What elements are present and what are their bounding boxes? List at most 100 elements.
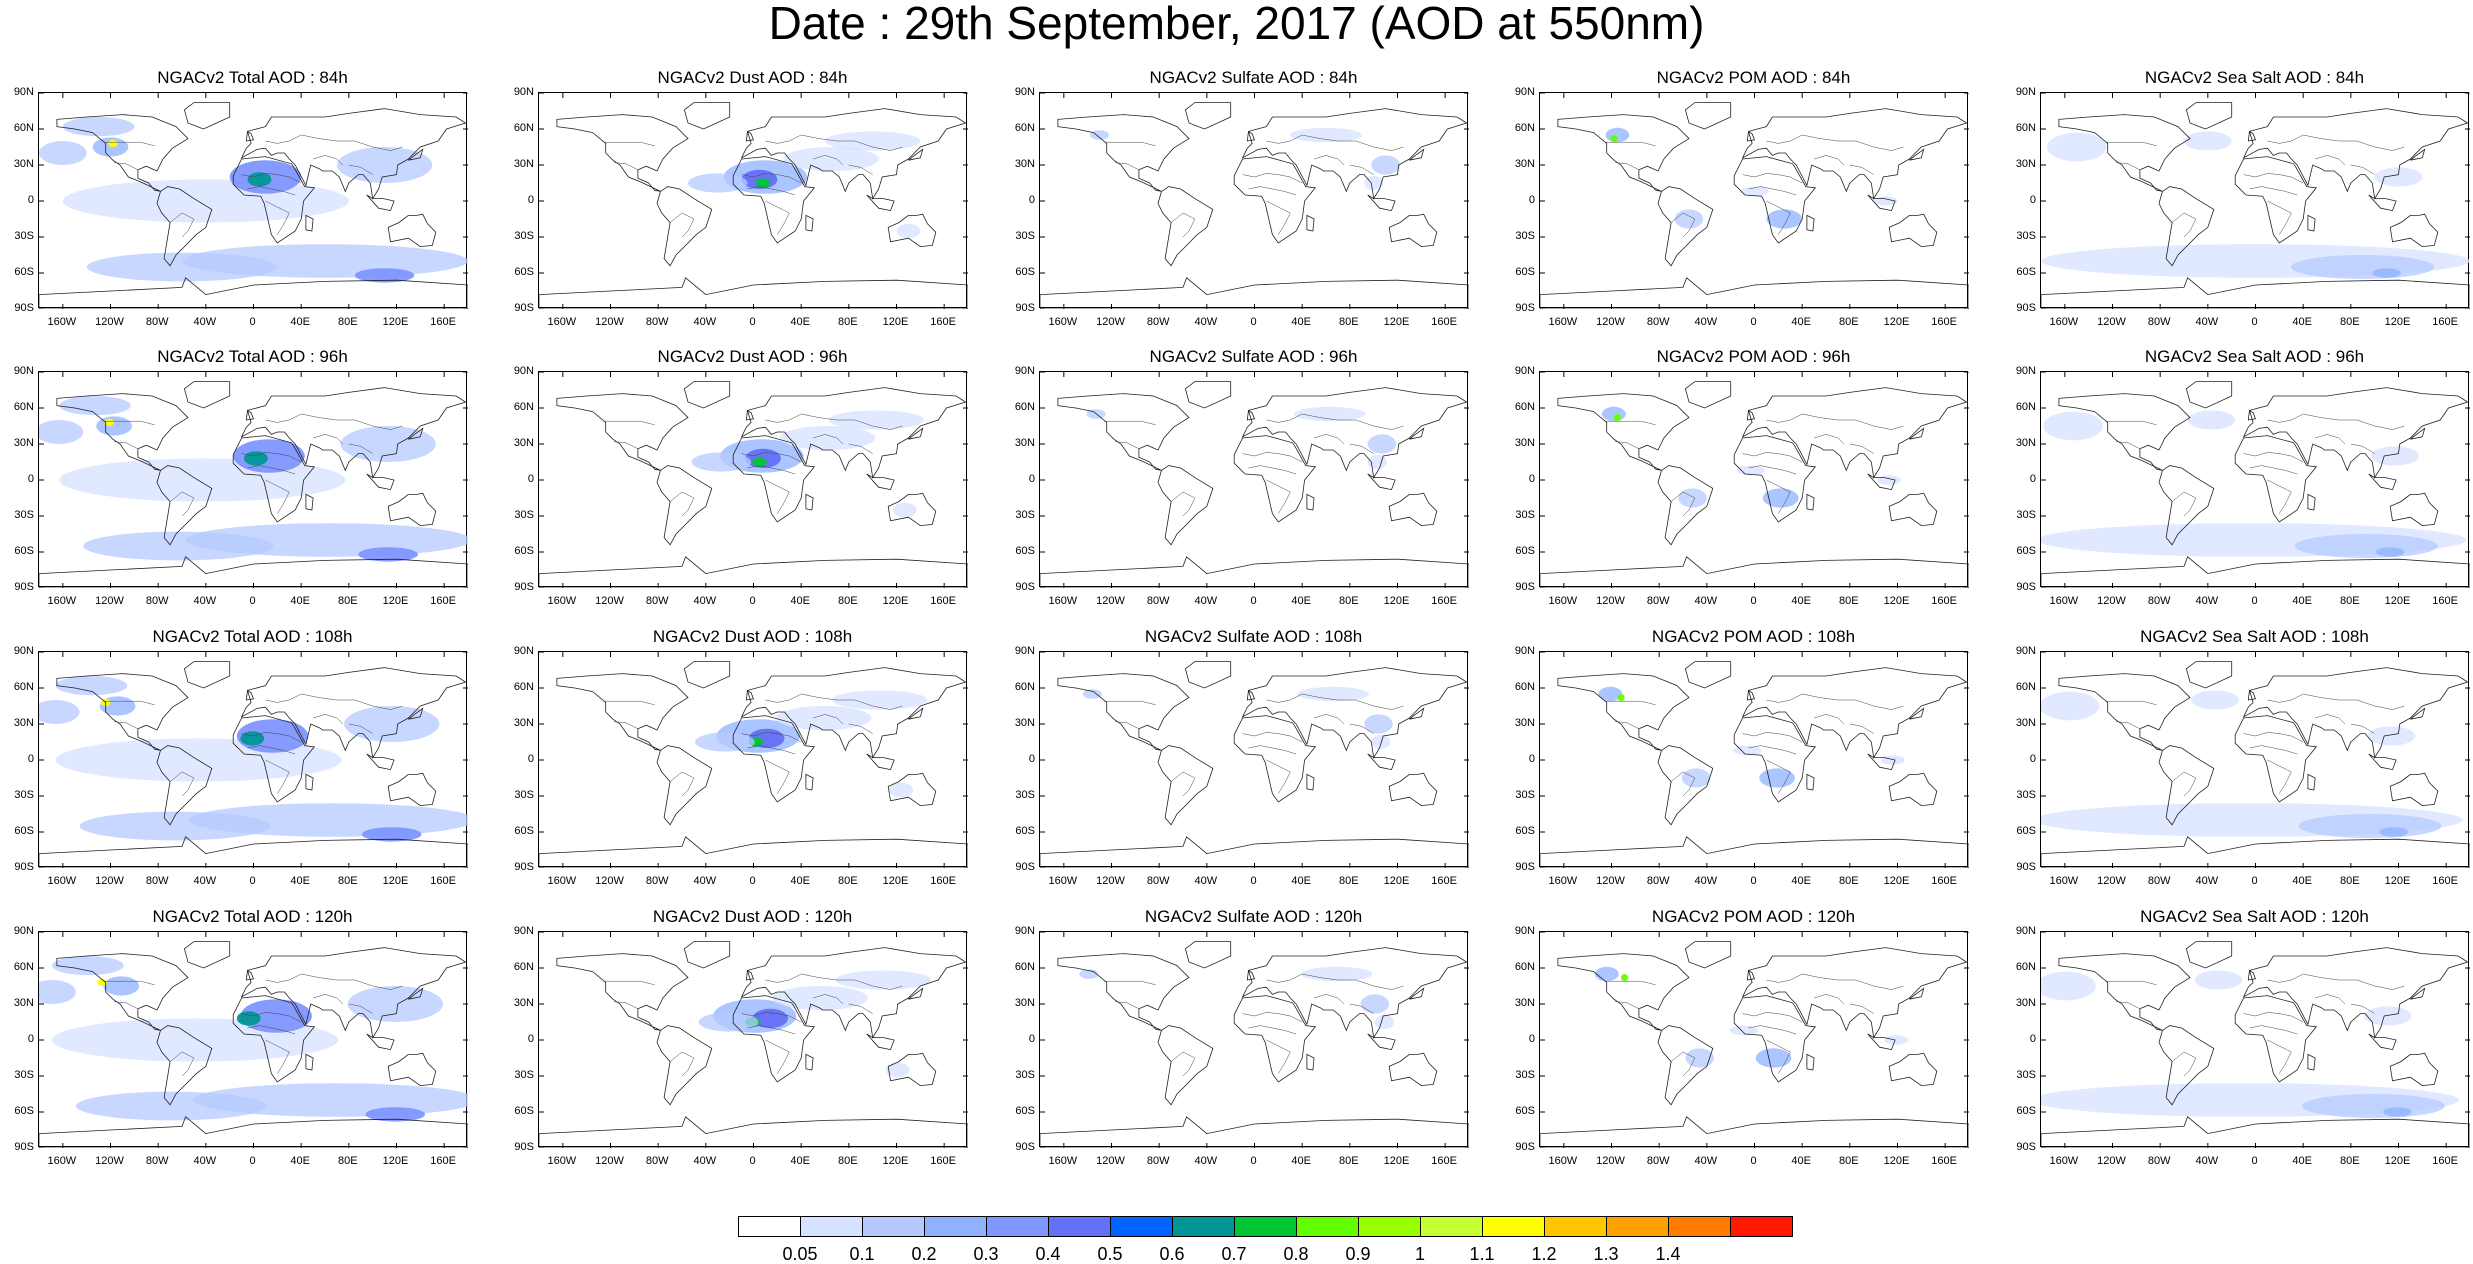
country-border [2171,1051,2197,1077]
country-border [747,745,796,755]
coastline [39,556,468,588]
country-border [1105,980,1156,986]
country-border [265,479,290,514]
country-border [614,441,639,450]
lon-tick-label: 120W [595,595,624,607]
lat-tick-label: 60S [1515,1105,1535,1117]
coastline [1184,102,1232,130]
coastline [366,194,395,212]
colorbar-label: 1 [1414,1244,1425,1264]
coastline [1241,108,1468,200]
lat-tick-label: 60S [2016,266,2036,278]
aod-region [336,147,433,183]
lat-tick-label: 90S [1515,302,1535,314]
lat-tick-label: 30N [2015,717,2036,729]
country-border [2106,141,2157,147]
coastline [1241,387,1468,479]
lon-tick-label: 80W [1146,316,1170,328]
aod-region [2041,971,2096,1001]
lon-tick-label: 120E [882,1155,909,1167]
lon-tick-label: 120W [595,875,624,887]
country-border [2267,693,2405,710]
colorbar-label: 1.4 [1655,1244,1681,1264]
country-border [313,155,344,166]
lat-tick-label: 90S [1015,1141,1035,1153]
coastline [232,995,316,1083]
aod-region [1759,768,1796,788]
coastline [2368,194,2397,212]
lon-tick-label: 160E [930,1155,956,1167]
colorbar-label: 0.4 [1035,1244,1061,1264]
lon-tick-label: 120W [2097,595,2126,607]
lat-tick-label: 60S [14,825,34,837]
lat-tick-label: 30S [1015,230,1035,242]
coastline [56,114,189,192]
lat-tick-label: 60N [1514,681,1535,693]
coastline [245,409,255,421]
lon-tick-label: 160W [1548,316,1578,328]
coastline [183,661,231,689]
panel-title: NGACv2 Sulfate AOD : 96h [1149,347,1358,366]
country-border [741,452,802,463]
lat-tick-label: 30S [2016,509,2036,521]
lon-tick-label: 80W [645,875,669,887]
country-border [765,413,903,430]
lon-tick-label: 40W [193,316,217,328]
aod-region [772,986,868,1010]
coastline [539,556,968,588]
lat-tick-label: 0 [527,1033,534,1045]
country-border [1115,162,1140,171]
lon-tick-label: 80E [1339,1155,1359,1167]
coastline [2242,387,2469,479]
lon-tick-label: 80W [1146,595,1170,607]
coastline [1540,277,1969,309]
map-panel-total-120h: NGACv2 Total AOD : 120h 90N 60N 30N 0 30S 60S 9… [0,907,505,1173]
lat-tick-label: 90N [13,645,34,657]
country-border [1266,413,1404,430]
map-frame [38,92,468,309]
lat-tick-label: 90S [14,581,34,593]
lon-tick-label: 160W [2049,875,2079,887]
coastline [1888,213,1938,248]
aod-region [1621,974,1629,982]
aod-region [55,676,128,696]
lon-tick-label: 120E [2384,1155,2411,1167]
lat-tick-label: 0 [27,753,34,765]
coastline [805,493,814,511]
country-border [1748,465,1797,475]
country-border [1605,420,1656,426]
coastline [156,1025,213,1106]
lon-tick-label: 160E [930,595,956,607]
aod-region [365,1107,426,1122]
lon-tick-label: 160E [1931,595,1957,607]
coastline [1367,753,1396,771]
panel-title: NGACv2 Total AOD : 120h [152,907,353,926]
lon-tick-label: 0 [1750,875,1757,887]
aod-region [1605,127,1630,143]
coastline [683,381,731,409]
country-border [1766,413,1904,430]
lon-tick-label: 80E [338,875,358,887]
lon-tick-label: 160W [1048,1155,1078,1167]
lat-tick-label: 30N [513,437,534,449]
country-border [114,721,139,730]
country-border [2116,441,2141,450]
map-panel-seasalt-96h: NGACv2 Sea Salt AOD : 96h 90N 60N 30N 0 30S 60… [2002,347,2473,613]
map-frame [1039,651,1469,868]
lon-tick-label: 160E [430,316,456,328]
country-border [1170,212,1196,238]
lat-tick-label: 60S [1515,825,1535,837]
lon-tick-label: 40E [1291,316,1311,328]
lon-tick-label: 120E [1883,316,1910,328]
coastline [183,102,231,130]
country-border [104,141,155,147]
lat-tick-label: 30N [1014,437,1035,449]
coastline [866,194,895,212]
aod-region [1762,488,1799,508]
lat-tick-label: 30N [13,158,34,170]
world-map [1540,93,1969,309]
country-border [2315,994,2346,1005]
map-frame [2040,92,2470,309]
lon-tick-label: 160W [1048,875,1078,887]
coastline [1057,953,1190,1031]
